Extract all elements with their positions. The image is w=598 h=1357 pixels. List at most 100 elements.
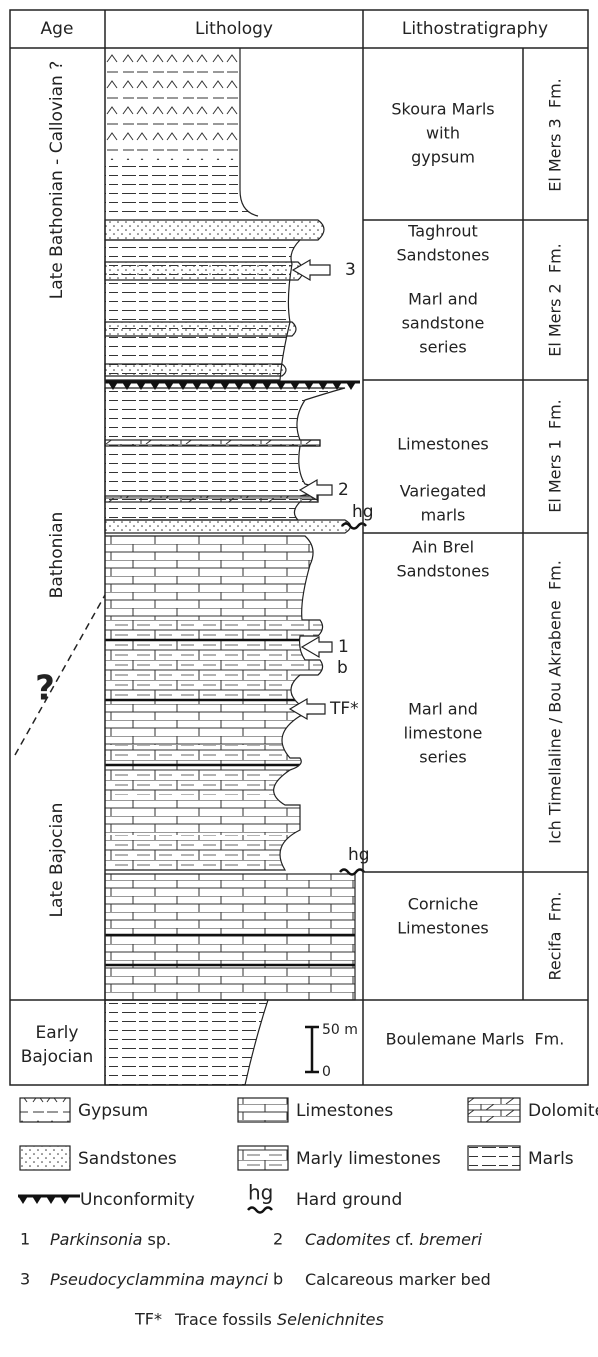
note-part: Selenichnites <box>277 1310 384 1329</box>
unit: with <box>426 124 460 143</box>
litho-shape <box>339 868 365 876</box>
unconformity-tooth <box>290 382 300 390</box>
unconformity-tooth <box>234 382 244 390</box>
legend-label: Hard ground <box>296 1190 402 1210</box>
note-key: TF* <box>134 1310 162 1329</box>
marker: hg <box>348 845 370 865</box>
legend-label: Limestones <box>296 1101 393 1121</box>
unit: Sandstones <box>397 562 490 581</box>
note-part: bremeri <box>419 1230 483 1249</box>
unconformity-tooth <box>178 382 188 390</box>
unit: series <box>419 748 466 767</box>
age: Bajocian <box>21 1047 93 1067</box>
note-key: b <box>273 1270 283 1289</box>
litho-shape <box>467 1097 521 1123</box>
unconformity-tooth <box>18 1196 28 1204</box>
litho-shape <box>291 258 331 282</box>
marker: 1 <box>338 637 349 657</box>
note-part: cf. <box>390 1230 419 1249</box>
unconformity-tooth <box>192 382 202 390</box>
litho-shape <box>237 1097 289 1123</box>
litho-shape <box>104 321 297 337</box>
marker: TF* <box>329 699 359 719</box>
unit: Taghrout <box>407 222 478 241</box>
header: Age <box>41 19 74 39</box>
litho-shape <box>104 387 346 521</box>
litho-shape <box>288 697 326 721</box>
unconformity-tooth <box>220 382 230 390</box>
litho-shape <box>298 478 333 502</box>
age: Late Bathonian - Callovian ? <box>47 61 67 300</box>
litho-shape <box>19 1145 71 1171</box>
litho-shape <box>237 1145 289 1171</box>
unconformity-tooth <box>122 382 132 390</box>
litho-shape <box>104 873 356 1001</box>
scale-label: 50 m <box>322 1022 358 1038</box>
unconformity-tooth <box>262 382 272 390</box>
legend-label: Gypsum <box>78 1101 148 1121</box>
litho-shape <box>305 1025 319 1074</box>
litho-shape <box>341 522 367 530</box>
unit: marls <box>421 506 466 525</box>
formation: El Mers 1 Fm. <box>546 399 565 513</box>
litho-shape <box>104 363 287 377</box>
litho-shape <box>105 535 324 871</box>
unconformity-tooth <box>60 1196 70 1204</box>
formation: Boulemane Marls Fm. <box>386 1030 565 1049</box>
note-key: 3 <box>20 1270 30 1289</box>
note-text: Parkinsonia sp. <box>50 1230 171 1249</box>
age: Bathonian <box>47 512 67 599</box>
unconformity-tooth <box>164 382 174 390</box>
formation: El Mers 3 Fm. <box>546 78 565 192</box>
unconformity-tooth <box>32 1196 42 1204</box>
litho-shape <box>10 10 588 1085</box>
unconformity-tooth <box>136 382 146 390</box>
scale-label: 0 <box>322 1064 331 1080</box>
formation: El Mers 2 Fm. <box>546 243 565 357</box>
litho-shape <box>247 1206 273 1214</box>
litho-shape <box>105 160 258 216</box>
litho-shape <box>467 1145 521 1171</box>
litho-shape <box>105 48 240 160</box>
note-text: Calcareous marker bed <box>305 1270 491 1289</box>
legend-label: hg <box>248 1181 273 1205</box>
litho-shape <box>19 1097 71 1123</box>
note-key: 2 <box>273 1230 283 1249</box>
unit: Marl and <box>408 290 478 309</box>
litho-shape <box>14 594 106 756</box>
marker: 2 <box>338 480 349 500</box>
unit: limestone <box>404 724 483 743</box>
note-part: Calcareous marker bed <box>305 1270 491 1289</box>
note-text: Cadomites cf. bremeri <box>305 1230 483 1249</box>
unit: gypsum <box>411 148 475 167</box>
litho-shape <box>104 495 319 503</box>
unit: Skoura Marls <box>391 100 494 119</box>
unit: Limestones <box>397 435 489 454</box>
unconformity-tooth <box>304 382 314 390</box>
unit: sandstone <box>402 314 485 333</box>
unconformity-tooth <box>46 1196 56 1204</box>
unit: Sandstones <box>397 246 490 265</box>
legend-label: Marls <box>528 1149 574 1169</box>
unit: Variegated <box>400 482 487 501</box>
note-part: Cadomites <box>305 1230 390 1249</box>
legend-label: Unconformity <box>80 1190 195 1210</box>
legend-label: Marly limestones <box>296 1149 441 1169</box>
unconformity-tooth <box>206 382 216 390</box>
litho-shape <box>104 261 304 281</box>
note-part: Trace fossils <box>174 1310 277 1329</box>
unit: Corniche <box>408 895 479 914</box>
age: ? <box>35 669 55 709</box>
litho-shape <box>104 239 302 381</box>
litho-shape <box>300 635 333 659</box>
unconformity-tooth <box>248 382 258 390</box>
age: Early <box>36 1023 79 1043</box>
litho-shape <box>105 933 355 967</box>
note-text: Trace fossils Selenichnites <box>174 1310 384 1329</box>
formation: Ich Timellaline / Bou Akrabene Fm. <box>546 560 565 844</box>
litho-shape <box>104 219 325 241</box>
unit: Marl and <box>408 700 478 719</box>
header: Lithology <box>195 19 273 39</box>
legend-label: Sandstones <box>78 1149 177 1169</box>
unconformity-tooth <box>318 382 328 390</box>
